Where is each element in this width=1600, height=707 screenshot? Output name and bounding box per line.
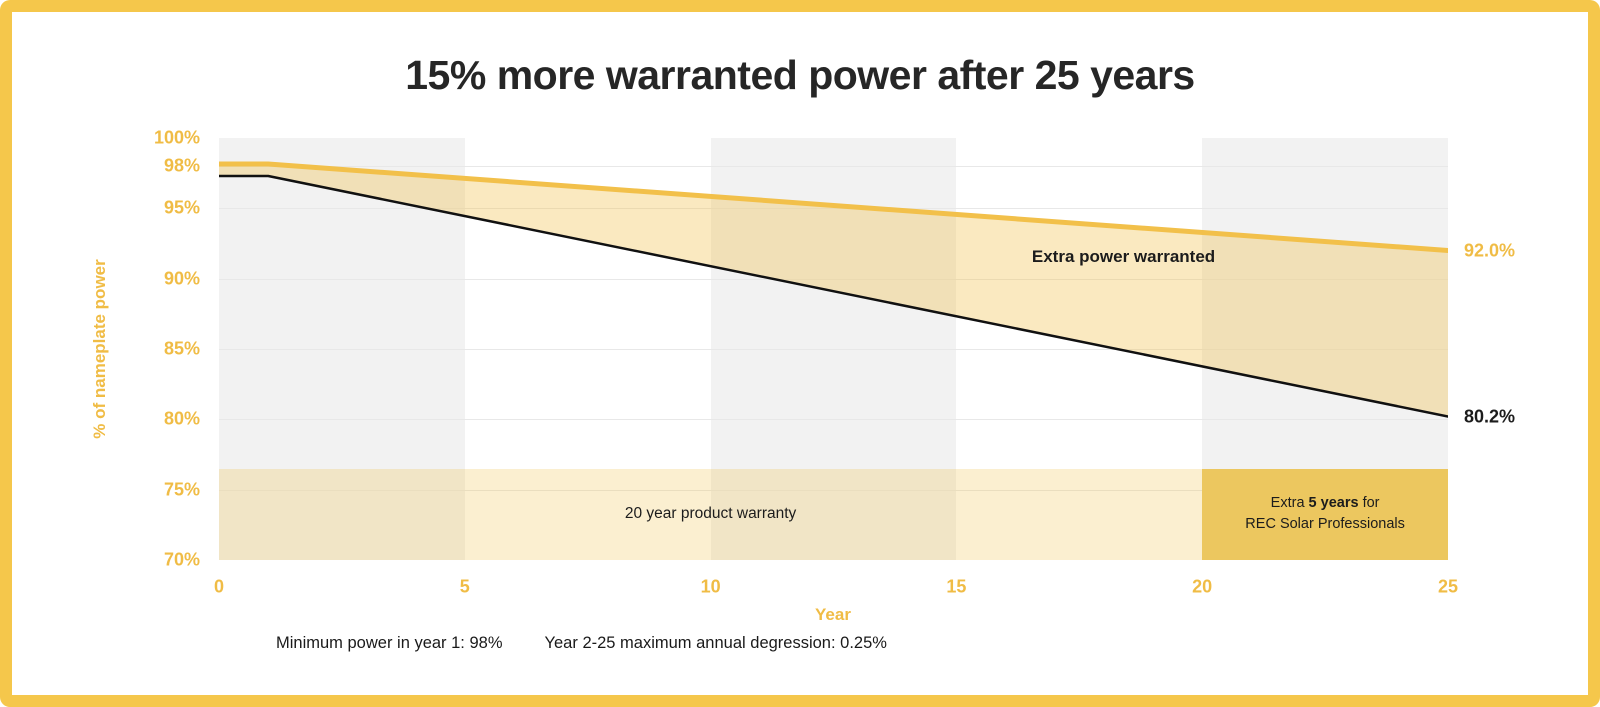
extra-years-label-bold: 5 years [1308, 494, 1359, 511]
series-line-standard [219, 174, 1448, 418]
plot-area: 20 year product warranty Extra 5 years f… [219, 138, 1448, 560]
gridline [219, 166, 1448, 168]
y-tick-label: 80% [163, 408, 200, 429]
extra-years-label-prefix: Extra [1270, 494, 1309, 511]
gridline [219, 278, 1448, 280]
series-lines [219, 161, 1448, 418]
y-tick-label: 95% [163, 197, 200, 218]
series-end-label-rec: 92.0% [1464, 240, 1516, 261]
y-tick-label: 98% [163, 155, 200, 176]
series-line-rec [219, 161, 1448, 253]
extra-years-label: Extra 5 years for REC Solar Professionals [1245, 493, 1405, 537]
y-tick-label: 100% [153, 127, 200, 148]
extra-years-band: Extra 5 years for REC Solar Professionals [1202, 468, 1448, 560]
footnote-min-power: Minimum power in year 1: 98% [276, 634, 503, 652]
footnote-degression: Year 2-25 maximum annual degression: 0.2… [544, 634, 887, 652]
gridline [219, 419, 1448, 421]
series-end-label-standard: 80.2% [1464, 406, 1516, 427]
x-tick-label: 5 [459, 576, 470, 597]
y-tick-label: 90% [163, 268, 200, 289]
x-tick-label: 0 [213, 576, 225, 597]
product-warranty-label: 20 year product warranty [624, 505, 797, 523]
extra-years-label-suffix: for [1358, 494, 1380, 511]
y-tick-label: 85% [163, 338, 200, 359]
gridline [219, 349, 1448, 350]
x-tick-label: 15 [946, 576, 967, 597]
y-tick-label: 75% [163, 479, 200, 500]
extra-power-annotation: Extra power warranted [1031, 247, 1216, 266]
extra-years-label-line2: REC Solar Professionals [1245, 516, 1405, 533]
x-tick-label: 10 [700, 576, 721, 597]
y-tick-label: 70% [163, 549, 200, 570]
x-tick-label: 20 [1192, 576, 1213, 597]
gridline [219, 489, 1448, 491]
gridline [219, 208, 1448, 210]
product-warranty-band: 20 year product warranty [219, 468, 1203, 560]
x-axis-title: Year [815, 605, 851, 624]
footnotes: Minimum power in year 1: 98% Year 2-25 m… [276, 634, 887, 653]
chart-title: 15% more warranted power after 25 years [405, 52, 1195, 98]
y-axis-title: % of nameplate power [90, 259, 109, 439]
x-tick-label: 25 [1437, 576, 1459, 597]
